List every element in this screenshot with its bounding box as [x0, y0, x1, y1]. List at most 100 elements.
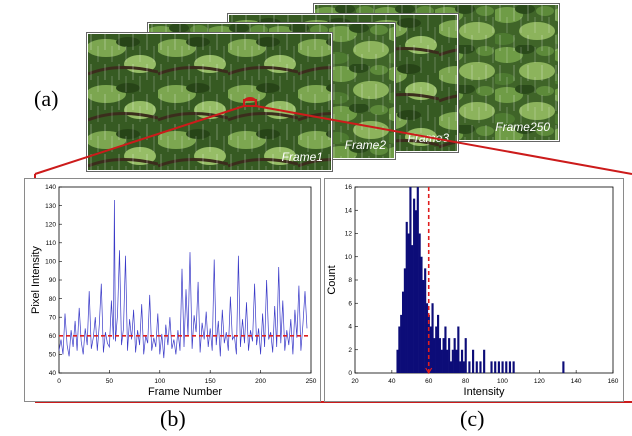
y-tick-label: 70: [49, 314, 57, 321]
y-tick-label: 8: [348, 277, 352, 284]
histogram-bar: [449, 361, 453, 373]
y-tick-label: 12: [345, 231, 353, 238]
histogram-panel: 20 40 60 80 100 120 140 160 0 2 4 6 8 10 12 14 16 Intensi…: [324, 178, 624, 402]
histogram-bar: [446, 349, 449, 373]
y-tick-label: 4: [348, 324, 352, 331]
x-tick-label: 250: [306, 378, 317, 385]
x-tick-label: 60: [425, 378, 433, 385]
histogram-bar: [420, 256, 423, 373]
x-tick-label: 80: [462, 378, 470, 385]
y-tick-label: 10: [345, 254, 353, 261]
x-tick-label: 40: [388, 378, 396, 385]
line-chart-panel: 0 50 100 150 200 250 40 50 60 70 80 90 100 110 120 130 1…: [24, 178, 321, 402]
histogram-bar: [409, 187, 412, 373]
y-axis-label: Count: [326, 265, 338, 294]
x-tick-label: 100: [154, 378, 165, 385]
x-tick-label: 140: [571, 378, 582, 385]
pixel-intensity-line-chart: 0 50 100 150 200 250 40 50 60 70 80 90 100 110 120 130 1…: [30, 184, 317, 398]
frame-label: Frame1: [281, 150, 323, 164]
x-tick-label: 120: [534, 378, 545, 385]
y-tick-label: 140: [45, 184, 56, 191]
plot-area-frame: [354, 186, 614, 374]
histogram-bar: [440, 349, 443, 373]
histogram-bar: [475, 361, 478, 373]
histogram-bar: [422, 280, 425, 373]
histogram-bar: [401, 291, 405, 373]
histogram-bar: [468, 361, 471, 373]
histogram-bar: [512, 361, 515, 373]
histogram-bar: [490, 361, 493, 373]
histogram-bar: [400, 314, 403, 373]
histogram-bar: [407, 233, 410, 373]
histogram-bar: [431, 303, 434, 373]
histogram-bar: [433, 338, 436, 373]
panel-label-b: (b): [160, 406, 186, 431]
y-tick-label: 80: [49, 296, 57, 303]
histogram-bar: [411, 245, 414, 373]
y-tick-label: 120: [45, 221, 56, 228]
histogram-bar: [425, 303, 429, 373]
histogram-bar: [424, 268, 427, 373]
histogram-bar: [483, 349, 486, 373]
x-tick-label: 150: [205, 378, 216, 385]
histogram-bar: [435, 326, 438, 373]
histogram-bar: [460, 349, 464, 373]
y-tick-label: 2: [348, 347, 352, 354]
y-tick-label: 6: [348, 300, 352, 307]
panel-label-c: (c): [460, 406, 485, 431]
y-tick-label: 50: [49, 352, 57, 359]
intensity-series-line: [58, 199, 308, 359]
histogram-bar: [457, 326, 460, 373]
x-axis-label: Frame Number: [148, 386, 222, 398]
x-tick-label: 200: [255, 378, 266, 385]
histogram-bar: [442, 338, 445, 373]
intensity-histogram: 20 40 60 80 100 120 140 160 0 2 4 6 8 10 12 14 16 Intensi…: [326, 184, 619, 398]
histogram-bar: [414, 210, 418, 373]
y-tick-label: 90: [49, 277, 57, 284]
histogram-bar: [438, 338, 441, 373]
y-tick-label: 130: [45, 203, 56, 210]
y-tick-label: 14: [345, 207, 353, 214]
histogram-bar: [464, 338, 467, 373]
histogram-bar: [437, 314, 440, 373]
histogram-bar: [455, 349, 458, 373]
histogram-bar: [398, 326, 401, 373]
y-tick-label: 110: [46, 240, 57, 247]
histogram-bar: [501, 361, 504, 373]
histogram-bar: [451, 349, 454, 373]
y-tick-label: 40: [49, 370, 57, 377]
histogram-bar: [403, 268, 406, 373]
histogram-bar: [494, 361, 497, 373]
x-axis-label: Intensity: [464, 386, 505, 398]
frame-label: Frame250: [495, 120, 550, 134]
x-tick-label: 20: [351, 378, 359, 385]
histogram-bar: [416, 187, 419, 373]
histogram-bar: [413, 198, 416, 373]
y-tick-label: 60: [49, 333, 57, 340]
histogram-bar: [562, 361, 565, 373]
panel-label-a: (a): [34, 86, 59, 111]
frame-label: Frame2: [344, 138, 386, 152]
y-axis-label: Pixel Intensity: [30, 246, 42, 314]
histogram-bar: [472, 349, 475, 373]
frame-label: Frame3: [407, 131, 449, 145]
histogram-bar: [418, 233, 421, 373]
histogram-bar: [505, 361, 508, 373]
threshold-arrowhead: [425, 367, 433, 375]
histogram-bar: [497, 361, 500, 373]
y-tick-label: 100: [45, 259, 56, 266]
histogram-bar: [508, 361, 512, 373]
histogram-bar: [448, 338, 451, 373]
histogram-bar: [453, 338, 456, 373]
histogram-bar: [462, 361, 465, 373]
histogram-bar: [429, 326, 432, 373]
video-frame: Frame1: [87, 33, 332, 171]
histogram-bar: [459, 361, 462, 373]
histogram-bar: [405, 221, 408, 373]
y-tick-label: 0: [348, 370, 352, 377]
x-tick-label: 0: [57, 378, 61, 385]
histogram-bar: [479, 361, 482, 373]
histogram-bar: [444, 326, 447, 373]
x-tick-label: 100: [497, 378, 508, 385]
histogram-bar: [396, 349, 399, 373]
